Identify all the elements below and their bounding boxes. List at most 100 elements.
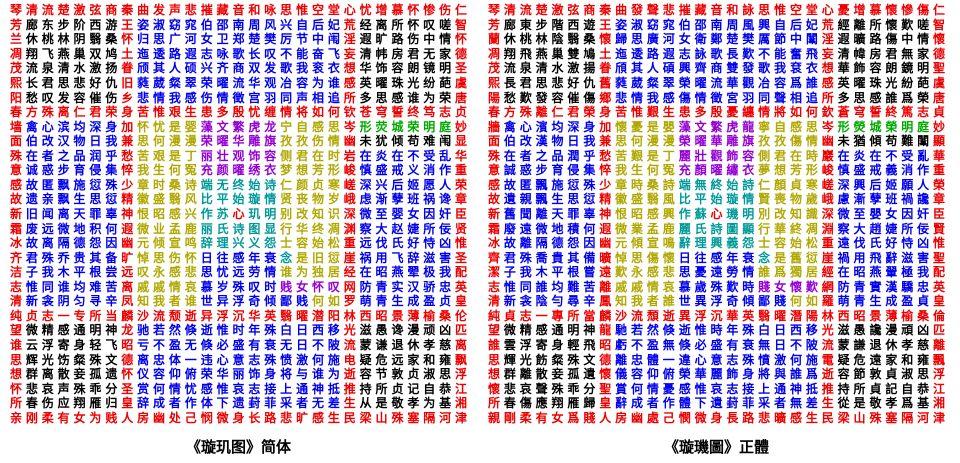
grid-cell: 轻 — [89, 337, 102, 352]
grid-cell: 姿 — [615, 17, 628, 32]
grid-cell: 鹿 — [662, 221, 675, 236]
grid-cell: 時 — [805, 148, 818, 163]
grid-cell: 空 — [311, 3, 324, 18]
grid-cell: 殊 — [519, 105, 532, 120]
grid-cell: 民 — [821, 410, 834, 425]
grid-cell: 志 — [41, 308, 54, 323]
grid-cell: 虑 — [359, 192, 372, 207]
grid-cell: 如 — [311, 105, 324, 120]
grid-cell: 怀 — [407, 3, 420, 18]
grid-cell: 哀 — [519, 381, 532, 396]
grid-cell: 和 — [248, 3, 261, 18]
grid-cell: 芳 — [311, 163, 324, 178]
grid-cell: 親 — [487, 410, 500, 425]
grid-cell: 聖 — [933, 61, 946, 76]
grid-cell: 寒 — [327, 177, 340, 192]
grid-cell: 旧 — [25, 206, 38, 221]
grid-cell: 叹 — [327, 279, 340, 294]
grid-cell: 华 — [216, 367, 229, 382]
grid-cell: 改 — [519, 134, 532, 149]
grid-cell: 衣 — [327, 61, 340, 76]
grid-cell: 翳 — [168, 192, 181, 207]
grid-cell: 隔 — [901, 410, 914, 425]
grid-cell: 其 — [153, 61, 166, 76]
grid-cell: 臣 — [933, 206, 946, 221]
grid-cell: 有 — [535, 410, 548, 425]
grid-cell: 宫 — [248, 90, 261, 105]
grid-cell: 荣 — [407, 119, 420, 134]
grid-cell: 楚 — [535, 3, 548, 18]
grid-cell: 亲 — [41, 192, 54, 207]
grid-cell: 体 — [200, 396, 213, 411]
grid-cell: 妾 — [73, 367, 86, 382]
grid-cell: 端 — [200, 177, 213, 192]
grid-cell: 禽 — [503, 119, 516, 134]
grid-cell: 感 — [710, 250, 723, 265]
grid-cell: 愆 — [89, 177, 102, 192]
grid-cell: 殊 — [232, 279, 245, 294]
grid-cell: 顯 — [933, 134, 946, 149]
grid-cell: 翳 — [280, 308, 293, 323]
grid-cell: 少 — [121, 177, 134, 192]
grid-cell: 慈 — [917, 337, 930, 352]
grid-cell: 品 — [73, 148, 86, 163]
grid-cell: 燕 — [57, 46, 70, 61]
grid-cell: 潤 — [567, 148, 580, 163]
grid-cell: 宣 — [646, 236, 659, 251]
grid-cell: 感 — [789, 410, 802, 425]
grid-cell: 衣 — [742, 163, 755, 178]
grid-cell: 持 — [837, 381, 850, 396]
grid-cell: 寧 — [758, 119, 771, 134]
grid-cell: 西 — [89, 17, 102, 32]
grid-cell: 極 — [901, 265, 914, 280]
grid-cell: 憂 — [631, 119, 644, 134]
grid-cell: 思 — [631, 250, 644, 265]
grid-cell: 兰 — [9, 32, 22, 47]
grid-cell: 意 — [710, 352, 723, 367]
grid-cell: 贱 — [296, 294, 309, 309]
grid-cell: 藏 — [694, 3, 707, 18]
grid-cell: 仁 — [758, 177, 771, 192]
grid-cell: 浮 — [710, 294, 723, 309]
grid-cell: 离 — [41, 236, 54, 251]
grid-cell: 华 — [232, 134, 245, 149]
grid-cell: 家 — [407, 352, 420, 367]
grid-cell: 绣 — [248, 163, 261, 178]
grid-cell: 当 — [105, 308, 118, 323]
grid-cell: 新 — [503, 294, 516, 309]
grid-cell: 楚 — [57, 3, 70, 18]
grid-cell: 心 — [343, 3, 356, 18]
grid-cell: 兴 — [184, 206, 197, 221]
grid-cell: 峨 — [821, 192, 834, 207]
grid-cell: 雕 — [248, 134, 261, 149]
grid-cell: 情 — [742, 192, 755, 207]
grid-cell: 罪 — [89, 206, 102, 221]
grid-cell: 蕤 — [615, 76, 628, 91]
grid-cell: 河 — [662, 32, 675, 47]
grid-cell: 仁 — [280, 177, 293, 192]
grid-cell: 好 — [407, 236, 420, 251]
grid-cell: 皇 — [121, 396, 134, 411]
grid-cell: 丁 — [662, 148, 675, 163]
grid-cell: 姬 — [885, 177, 898, 192]
grid-cell: 悴 — [121, 163, 134, 178]
grid-cell: 貞 — [789, 177, 802, 192]
grid-cell: 獨 — [789, 265, 802, 280]
grid-cell: 孽 — [869, 192, 882, 207]
grid-cell: 节 — [375, 367, 388, 382]
grid-cell: 西 — [789, 323, 802, 338]
grid-cell: 日 — [567, 134, 580, 149]
grid-cell: 殊 — [73, 381, 86, 396]
grid-cell: 旗 — [264, 134, 277, 149]
grid-cell: 衾 — [519, 294, 532, 309]
grid-cell: 容 — [264, 148, 277, 163]
grid-cell: 徵 — [232, 90, 245, 105]
grid-cell: 催 — [89, 90, 102, 105]
grid-cell: 接 — [264, 381, 277, 396]
grid-cell: 始 — [248, 177, 261, 192]
grid-cell: 沉 — [232, 308, 245, 323]
grid-cell: 曜 — [216, 134, 229, 149]
grid-cell: 身 — [105, 119, 118, 134]
grid-cell: 情 — [631, 90, 644, 105]
grid-cell: 藏 — [216, 3, 229, 18]
